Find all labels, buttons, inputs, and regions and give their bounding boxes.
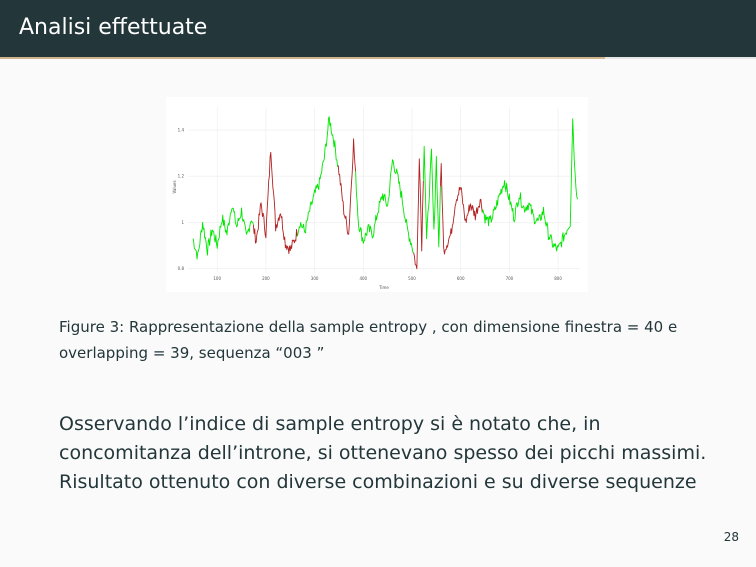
y-tick-label: 1.2 [178,174,185,179]
y-tick-labels: 0.8 1 1.2 1.4 [178,128,185,271]
x-tick-label: 500 [408,276,416,281]
header-progress-track [605,57,756,59]
x-tick-label: 400 [359,276,367,281]
chart-grid [188,107,580,273]
series-line-high [422,145,441,248]
y-axis-label: Values [172,180,177,193]
series-line-high [192,207,254,260]
chart-svg: 0.8 1 1.2 1.4 100 200 300 400 500 600 700 800 Time… [172,107,580,290]
x-tick-labels: 100 200 300 400 500 600 700 800 [213,276,562,281]
body-paragraph: Osservando l’indice di sample entropy si… [59,410,719,497]
x-tick-label: 200 [262,276,270,281]
series-line-low [439,163,483,255]
series-line-low [337,138,357,235]
x-tick-label: 700 [506,276,514,281]
x-tick-label: 600 [457,276,465,281]
series-line-high [355,159,414,254]
body-line: concomitanza dell’introne, si ottenevano… [59,442,707,464]
y-tick-label: 0.8 [178,266,185,271]
caption-label: Figure 3: [59,318,125,336]
x-axis-label: Time [378,285,389,290]
x-tick-label: 100 [213,276,221,281]
y-tick-label: 1 [181,220,184,225]
page-number: 28 [723,530,739,544]
slide-header: Analisi effettuate [0,0,756,57]
y-tick-label: 1.4 [178,128,185,133]
chart-series [192,116,579,270]
caption-text: Rappresentazione della sample entropy , … [59,318,678,362]
sample-entropy-chart: 0.8 1 1.2 1.4 100 200 300 400 500 600 700 800 Time… [166,97,588,292]
body-line: Risultato ottenuto con diverse combinazi… [59,471,697,493]
x-tick-label: 800 [554,276,562,281]
figure-caption: Figure 3: Rappresentazione della sample … [59,314,709,366]
series-line-high [296,116,339,237]
series-line-low [252,151,298,255]
body-line: Osservando l’indice di sample entropy si… [59,413,601,435]
slide-title: Analisi effettuate [19,15,208,40]
series-line-high [481,118,579,252]
header-progress-bar [0,57,605,59]
x-tick-label: 300 [311,276,319,281]
series-line-low [413,158,424,270]
